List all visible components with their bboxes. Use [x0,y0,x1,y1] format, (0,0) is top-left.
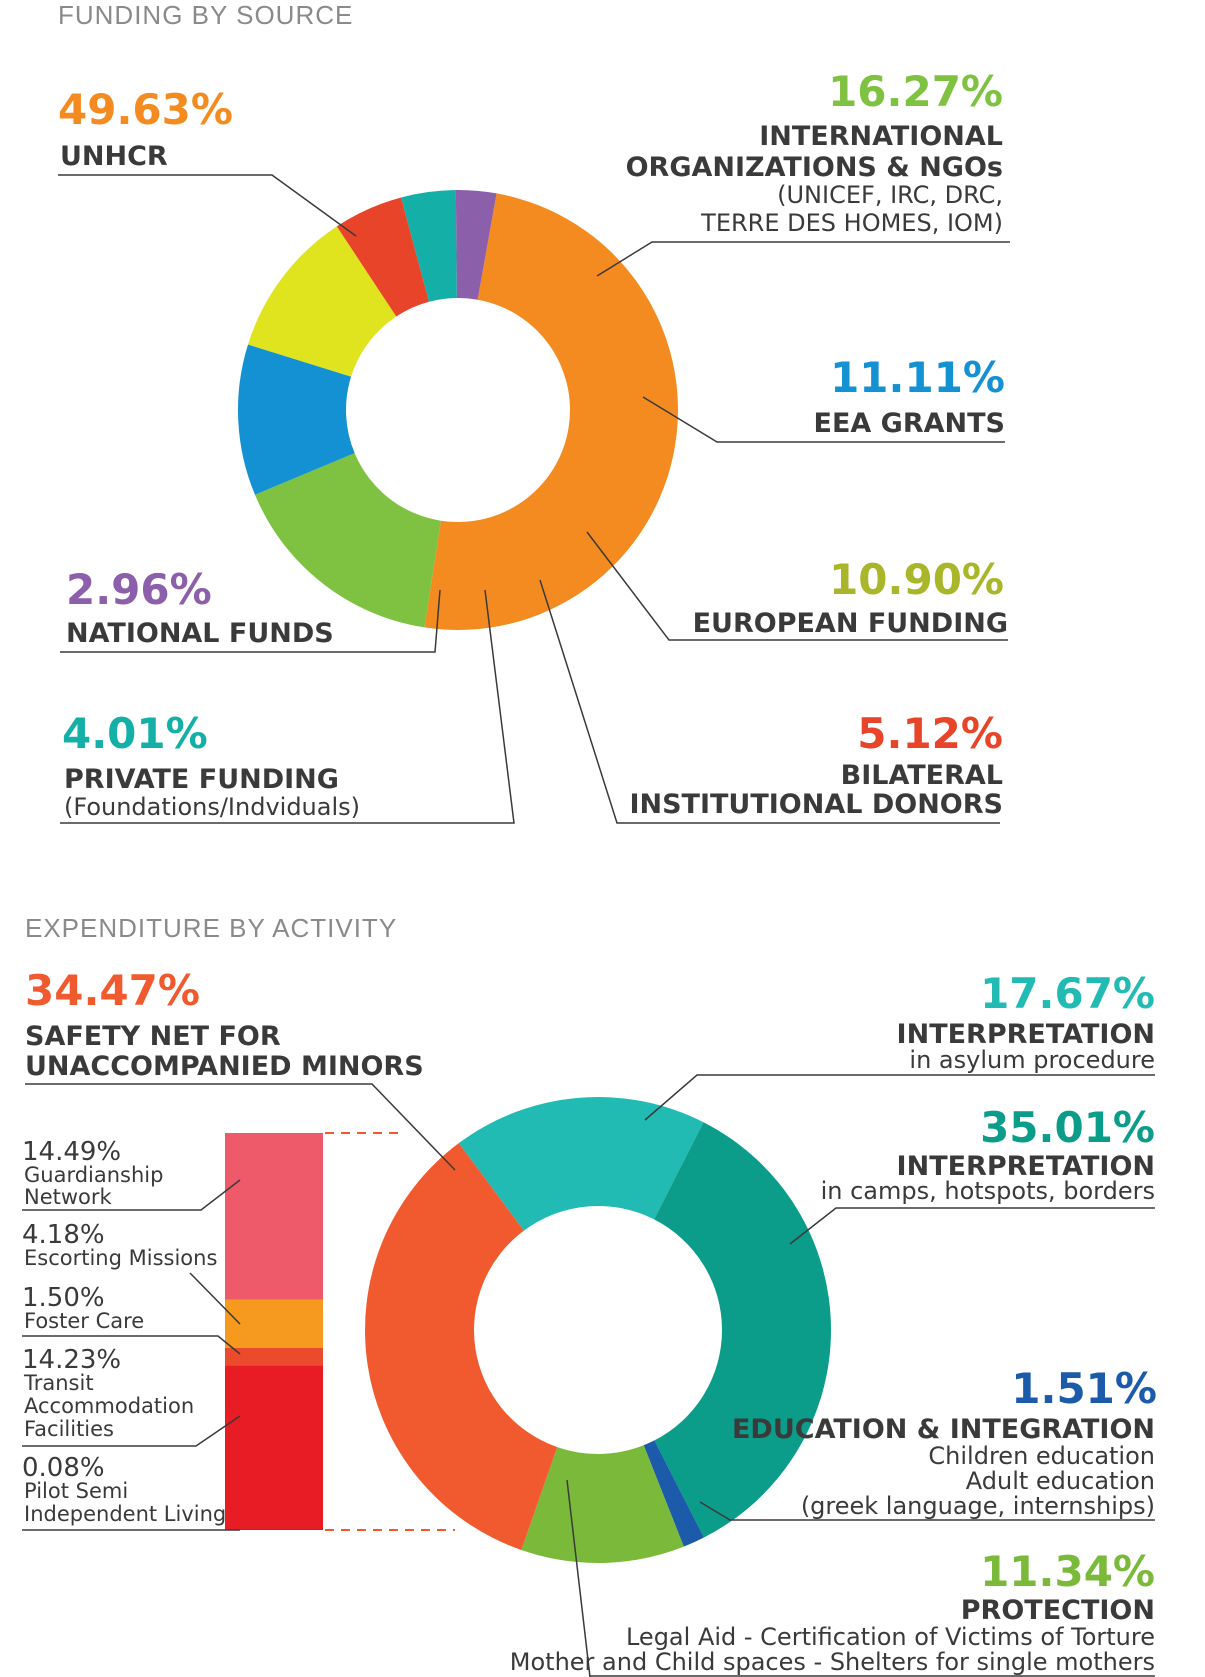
leader-transit [22,1415,241,1447]
safety-net-breakdown-bar [225,1133,323,1530]
leader-guardianship [22,1179,241,1211]
label-transit-line2: Accommodation [24,1394,194,1418]
funding-leader-lines [58,174,1010,824]
value-bilateral: 5.12% [857,709,1003,758]
breakdown-segment-foster-care [225,1347,323,1366]
breakdown-segment-transit-accommodation-facilities [225,1365,323,1530]
funding-slice-national-funds-6 [455,190,497,300]
sub-interp-camps: in camps, hotspots, borders [821,1177,1155,1205]
value-private: 4.01% [62,709,208,758]
label-intl-orgs-line1: INTERNATIONAL [759,121,1003,152]
label-pilot-line1: Pilot Semi [24,1479,128,1503]
value-intl-orgs: 16.27% [828,67,1003,116]
label-education: EDUCATION & INTEGRATION [732,1414,1155,1445]
expenditure-slice-interpretation-0 [458,1097,704,1231]
value-transit: 14.23% [22,1345,121,1375]
label-transit-line1: Transit [23,1371,94,1395]
value-foster: 1.50% [22,1283,105,1313]
funding-donut [237,190,678,630]
sub-protection-line1: Legal Aid - Certification of Victims of … [626,1623,1155,1651]
sub-education-line3: (greek language, internships) [801,1492,1155,1520]
sub-private: (Foundations/Indviduals) [64,793,360,821]
leader-national [60,589,441,653]
label-bilateral-line2: INSTITUTIONAL DONORS [629,789,1003,820]
value-eea: 11.11% [830,353,1005,402]
funding-slice-european-funding-3 [247,226,397,377]
label-guardianship-line1: Guardianship [24,1163,163,1187]
label-safety-net-line1: SAFETY NET FOR [25,1021,281,1052]
label-foster: Foster Care [24,1309,144,1333]
value-guardianship: 14.49% [22,1137,121,1167]
expenditure-slice-interpretation-1 [654,1122,831,1538]
label-pilot-line2: Independent Living [24,1502,226,1526]
leader-protection [566,1479,591,1677]
breakdown-segment-pilot-semi-independent-living [225,1529,323,1530]
value-european: 10.90% [829,555,1004,604]
funding-slice-international-organizations-ngos-1 [254,453,441,628]
leader-interp-asylum [644,1074,1155,1121]
leader-foster [22,1335,241,1355]
breakdown-segment-escorting-missions [225,1299,323,1348]
expenditure-slice-education-integration-2 [643,1440,704,1547]
leader-intl-orgs [596,241,1010,277]
expenditure-slice-protection-3 [521,1445,684,1564]
sub-education-line2: Adult education [966,1467,1155,1495]
label-private: PRIVATE FUNDING [64,764,339,795]
sub-protection-line2: Mother and Child spaces - Shelters for s… [510,1648,1155,1676]
value-safety-net: 34.47% [25,966,200,1015]
value-protection: 11.34% [980,1547,1155,1596]
expenditure-labels: 34.47% SAFETY NET FOR UNACCOMPANIED MINO… [25,966,1157,1676]
expenditure-title: EXPENDITURE BY ACTIVITY [25,913,397,943]
leader-unhcr [58,174,357,237]
funding-title: FUNDING BY SOURCE [58,0,353,30]
value-interp-asylum: 17.67% [980,969,1155,1018]
leader-safety-net [25,1083,456,1171]
label-intl-orgs-line2: ORGANIZATIONS & NGOs [626,152,1003,183]
leader-eea [642,396,1005,443]
leader-escorting [189,1272,241,1325]
label-interp-asylum: INTERPRETATION [897,1019,1155,1050]
breakdown-connectors [325,1132,455,1531]
sub-education-line1: Children education [928,1442,1155,1470]
funding-slice-eea-grants-2 [237,344,355,495]
expenditure-leader-lines [22,1074,1155,1677]
sub-intl-orgs-line2: TERRE DES HOMES, IOM) [700,209,1003,237]
value-interp-camps: 35.01% [980,1103,1155,1152]
label-interp-camps: INTERPRETATION [897,1151,1155,1182]
label-national: NATIONAL FUNDS [66,618,334,649]
value-pilot: 0.08% [22,1453,105,1483]
leader-education [699,1501,1155,1521]
label-transit-line3: Facilities [24,1417,114,1441]
value-national: 2.96% [66,565,212,614]
label-eea: EEA GRANTS [814,408,1006,439]
leader-european [586,531,1008,641]
label-safety-net-line2: UNACCOMPANIED MINORS [25,1051,424,1082]
funding-slice-unhcr-0 [424,193,678,630]
label-unhcr: UNHCR [60,141,168,172]
funding-slice-private-funding-5 [401,190,457,302]
label-guardianship-line2: Network [24,1185,113,1209]
funding-labels: 49.63% UNHCR 16.27% INTERNATIONAL ORGANI… [58,67,1008,821]
sub-intl-orgs-line1: (UNICEF, IRC, DRC, [777,181,1003,209]
breakdown-labels: 14.49% Guardianship Network 4.18% Escort… [22,1137,226,1526]
leader-bilateral [539,579,1000,824]
leader-private [60,589,515,824]
label-european: EUROPEAN FUNDING [693,608,1008,639]
label-protection: PROTECTION [961,1595,1155,1626]
funding-slice-bilateral-institutional-donors-4 [336,197,430,317]
value-education: 1.51% [1011,1364,1157,1413]
expenditure-donut [364,1097,831,1564]
value-unhcr: 49.63% [58,85,233,134]
sub-interp-asylum: in asylum procedure [909,1046,1155,1074]
expenditure-slice-safety-net-for-unaccompanied-minors-4 [364,1143,558,1551]
value-escorting: 4.18% [22,1220,105,1250]
label-escorting: Escorting Missions [24,1246,217,1270]
breakdown-segment-guardianship-network [225,1133,323,1300]
leader-interp-camps [789,1207,1155,1245]
label-bilateral-line1: BILATERAL [841,760,1003,791]
